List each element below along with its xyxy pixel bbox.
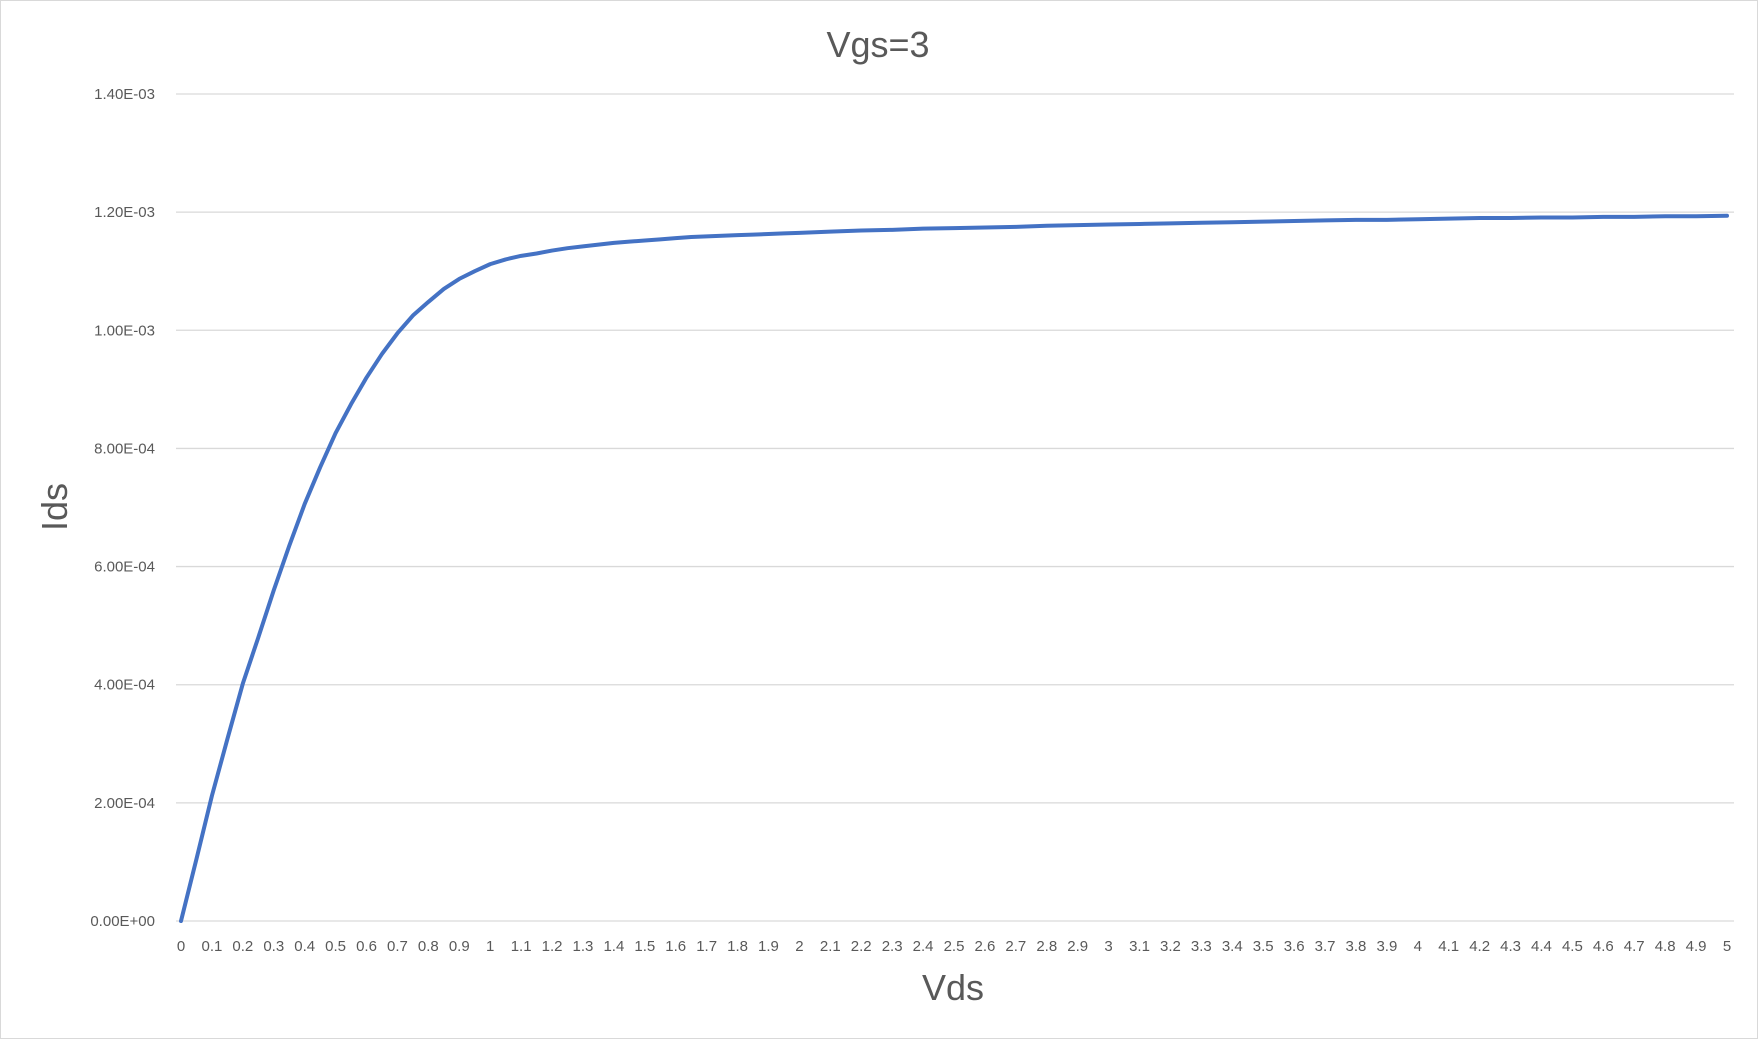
x-tick-label: 3.9: [1376, 938, 1397, 955]
y-tick-label: 1.40E-03: [94, 86, 155, 103]
x-tick-label: 4: [1414, 938, 1422, 955]
x-tick-label: 0.3: [263, 938, 284, 955]
chart-title: Vgs=3: [826, 24, 929, 65]
x-tick-label: 5: [1723, 938, 1731, 955]
x-tick-label: 1.5: [634, 938, 655, 955]
x-tick-label: 1: [486, 938, 494, 955]
x-tick-label: 1.7: [696, 938, 717, 955]
x-tick-label: 3.7: [1315, 938, 1336, 955]
x-tick-label: 4.5: [1562, 938, 1583, 955]
x-tick-label: 3.4: [1222, 938, 1243, 955]
x-tick-label: 3.5: [1253, 938, 1274, 955]
x-axis-tick-labels: 0 0.1 0.2 0.3 0.4 0.5 0.6 0.7 0.8 0.9 1 1.1 1.2 1.3 1.…: [177, 938, 1731, 955]
x-tick-label: 3.6: [1284, 938, 1305, 955]
y-tick-label: 4.00E-04: [94, 677, 155, 694]
x-tick-label: 0.9: [449, 938, 470, 955]
series-line-ids: [179, 213, 1729, 923]
x-tick-label: 4.9: [1686, 938, 1707, 955]
y-tick-label: 1.00E-03: [94, 322, 155, 339]
x-tick-label: 2: [795, 938, 803, 955]
y-axis-title: Ids: [34, 483, 75, 531]
x-tick-label: 1.3: [573, 938, 594, 955]
y-axis-tick-labels: 0.00E+00 2.00E-04 4.00E-04 6.00E-04 8.00E-04…: [90, 86, 155, 930]
x-tick-label: 1.9: [758, 938, 779, 955]
x-tick-label: 0.7: [387, 938, 408, 955]
x-tick-label: 4.4: [1531, 938, 1552, 955]
x-tick-label: 4.3: [1500, 938, 1521, 955]
x-tick-label: 2.8: [1036, 938, 1057, 955]
x-tick-label: 3.2: [1160, 938, 1181, 955]
x-tick-label: 3.8: [1346, 938, 1367, 955]
y-tick-label: 1.20E-03: [94, 204, 155, 221]
x-tick-label: 3.1: [1129, 938, 1150, 955]
x-tick-label: 4.1: [1438, 938, 1459, 955]
x-tick-label: 1.8: [727, 938, 748, 955]
x-tick-label: 3.3: [1191, 938, 1212, 955]
y-tick-label: 8.00E-04: [94, 440, 155, 457]
x-axis-title: Vds: [922, 967, 984, 1008]
x-tick-label: 4.2: [1469, 938, 1490, 955]
y-tick-label: 0.00E+00: [90, 913, 155, 930]
x-tick-label: 1.2: [542, 938, 563, 955]
x-tick-label: 3: [1104, 938, 1112, 955]
x-tick-label: 2.2: [851, 938, 872, 955]
x-tick-label: 4.8: [1655, 938, 1676, 955]
x-tick-label: 2.9: [1067, 938, 1088, 955]
x-tick-label: 2.3: [882, 938, 903, 955]
x-tick-label: 1.6: [665, 938, 686, 955]
x-tick-label: 2.7: [1005, 938, 1026, 955]
y-tick-label: 2.00E-04: [94, 795, 155, 812]
x-tick-label: 4.7: [1624, 938, 1645, 955]
x-tick-label: 0.6: [356, 938, 377, 955]
x-tick-label: 0.1: [201, 938, 222, 955]
x-tick-label: 1.1: [511, 938, 532, 955]
x-tick-label: 2.5: [944, 938, 965, 955]
x-tick-label: 0.5: [325, 938, 346, 955]
y-tick-label: 6.00E-04: [94, 559, 155, 576]
x-tick-label: 0.4: [294, 938, 315, 955]
gridlines: [176, 93, 1734, 922]
x-tick-label: 0.2: [232, 938, 253, 955]
x-tick-label: 2.4: [913, 938, 934, 955]
x-tick-label: 2.6: [974, 938, 995, 955]
x-tick-label: 0.8: [418, 938, 439, 955]
x-tick-label: 4.6: [1593, 938, 1614, 955]
x-tick-label: 2.1: [820, 938, 841, 955]
x-tick-label: 1.4: [603, 938, 624, 955]
x-tick-label: 0: [177, 938, 185, 955]
